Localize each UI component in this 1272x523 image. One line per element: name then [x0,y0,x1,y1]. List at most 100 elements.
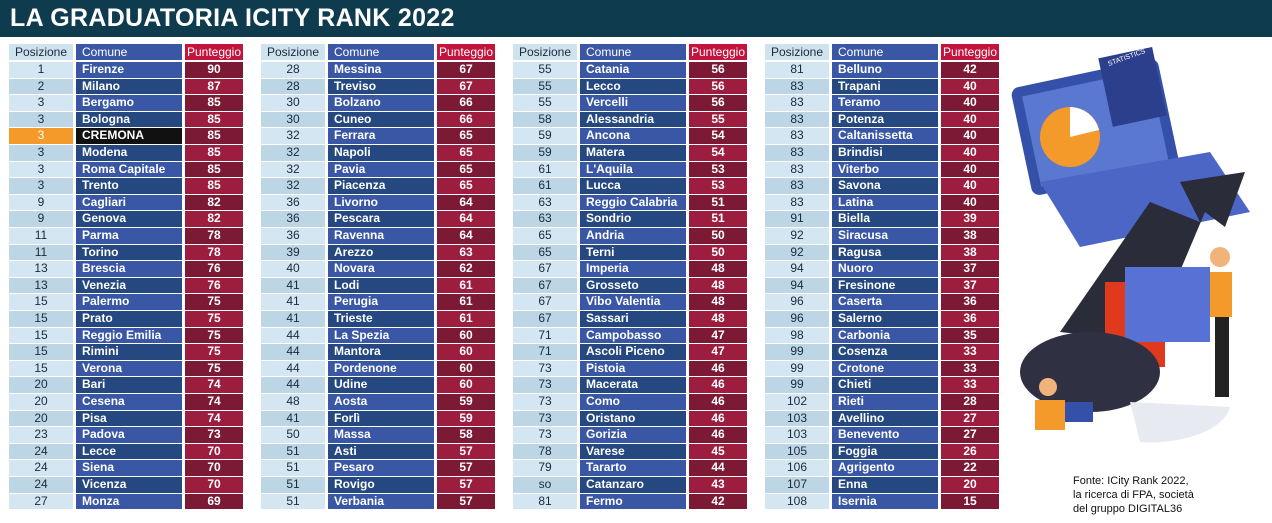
comune: Nuoro [832,261,938,277]
comune: Crotone [832,360,938,377]
position: 32 [261,161,325,178]
position: 11 [9,244,73,261]
position: 32 [261,178,325,194]
comune: Torino [76,244,182,261]
position: 59 [513,145,577,161]
punteggio: 46 [689,377,747,393]
comune: Trento [76,178,182,194]
comune: Reggio Emilia [76,327,182,344]
comune: Perugia [328,294,434,310]
comune: L'Aquila [580,161,686,178]
position: 50 [261,427,325,443]
punteggio: 46 [689,410,747,427]
position: 67 [513,261,577,277]
comune: Prato [76,311,182,327]
position: 51 [261,460,325,476]
punteggio: 78 [185,228,243,244]
punteggio: 73 [185,427,243,443]
punteggio: 33 [941,360,999,377]
comune: Cesena [76,394,182,410]
comune: Caltanissetta [832,128,938,144]
position: 2 [9,78,73,95]
punteggio: 33 [941,377,999,393]
position: 96 [765,311,829,327]
comune: Bergamo [76,95,182,111]
laptop-base [1040,152,1250,247]
comune: Oristano [580,410,686,427]
comune: Verbania [328,493,434,510]
punteggio: 74 [185,410,243,427]
punteggio: 54 [689,128,747,144]
punteggio: 40 [941,128,999,144]
comune: Andria [580,228,686,244]
comune: Benevento [832,427,938,443]
comune: Ragusa [832,244,938,261]
punteggio: 56 [689,95,747,111]
comune: Pisa [76,410,182,427]
position: 51 [261,477,325,493]
comune: Bari [76,377,182,393]
position: 41 [261,277,325,294]
punteggio: 40 [941,111,999,128]
comune: Pavia [328,161,434,178]
comune: Asti [328,443,434,460]
position: 20 [9,410,73,427]
position: 73 [513,360,577,377]
punteggio: 76 [185,277,243,294]
comune: Roma Capitale [76,161,182,178]
punteggio: 74 [185,377,243,393]
position: 73 [513,394,577,410]
punteggio: 85 [185,128,243,144]
punteggio: 87 [185,78,243,95]
position: 3 [9,111,73,128]
punteggio: 59 [437,410,495,427]
position: 107 [765,477,829,493]
position: 23 [9,427,73,443]
position: 67 [513,311,577,327]
person-legs [1215,317,1229,397]
comune: Varese [580,443,686,460]
comune: Pesaro [328,460,434,476]
comune: Isernia [832,493,938,510]
column-header: Punteggio [689,44,747,60]
column-header: Posizione [261,44,325,60]
position: 15 [9,360,73,377]
position: 83 [765,161,829,178]
punteggio: 56 [689,62,747,78]
comune: Matera [580,145,686,161]
punteggio: 40 [941,95,999,111]
position: 63 [513,194,577,211]
position: 58 [513,111,577,128]
comune: Brindisi [832,145,938,161]
comune: Teramo [832,95,938,111]
comune: Napoli [328,145,434,161]
position: 73 [513,427,577,443]
position: 36 [261,228,325,244]
position: 13 [9,261,73,277]
punteggio: 66 [437,95,495,111]
punteggio: 64 [437,211,495,227]
comune: Biella [832,211,938,227]
punteggio: 47 [689,327,747,344]
punteggio: 65 [437,161,495,178]
position: 3 [9,145,73,161]
person-body [1210,272,1232,317]
punteggio: 55 [689,111,747,128]
punteggio: 69 [185,493,243,510]
punteggio: 67 [437,62,495,78]
comune: Campobasso [580,327,686,344]
punteggio: 53 [689,161,747,178]
punteggio: 61 [437,311,495,327]
punteggio: 61 [437,277,495,294]
comune: Sassari [580,311,686,327]
comune: Carbonia [832,327,938,344]
person2-head [1039,378,1057,396]
punteggio: 22 [941,460,999,476]
comune: Bologna [76,111,182,128]
punteggio: 45 [689,443,747,460]
comune: La Spezia [328,327,434,344]
position: 40 [261,261,325,277]
position: 94 [765,261,829,277]
position: 15 [9,327,73,344]
punteggio: 67 [437,78,495,95]
